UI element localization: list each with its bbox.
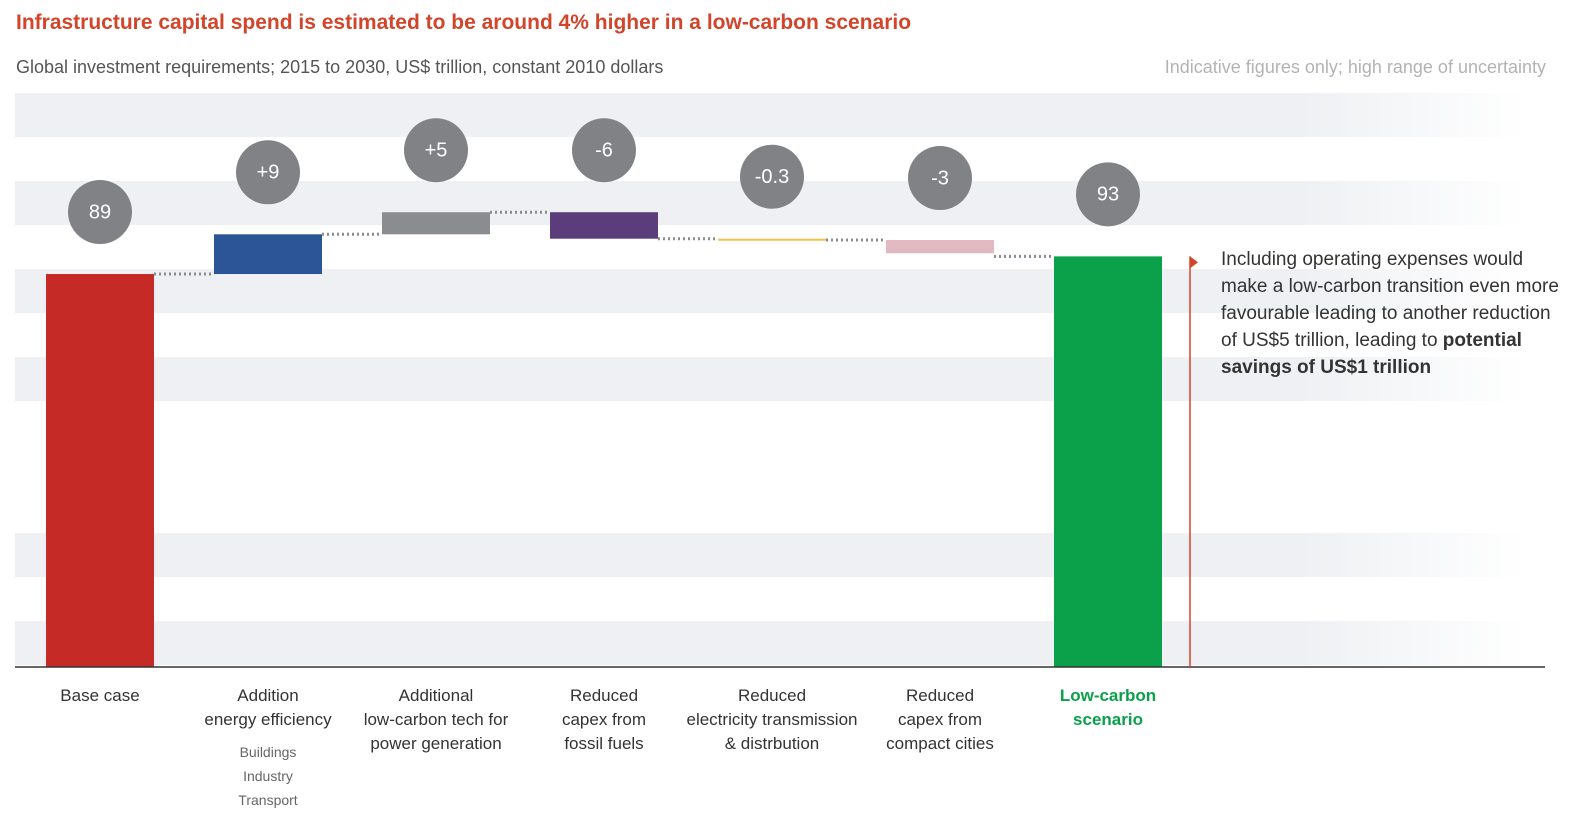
value-label: -0.3 bbox=[755, 166, 789, 188]
x-tick-label: Reduced capex from compact cities bbox=[886, 686, 994, 753]
bar bbox=[886, 240, 994, 254]
annotation-bold: potential savings of US$1 trillion bbox=[1221, 330, 1522, 378]
annotation: Including operating expenses would make … bbox=[1221, 246, 1561, 381]
x-tick-label: Reduced capex from fossil fuels bbox=[561, 686, 647, 753]
value-bubble bbox=[572, 118, 636, 183]
bar bbox=[1054, 256, 1162, 667]
band bbox=[15, 621, 1525, 665]
annotation-arrow bbox=[1190, 256, 1198, 269]
x-tick-label: Addition energy efficiency bbox=[204, 686, 332, 729]
band bbox=[15, 269, 1525, 313]
value-bubble bbox=[740, 144, 804, 209]
bar bbox=[718, 238, 826, 241]
x-tick-label: Additional low-carbon tech for power gen… bbox=[363, 686, 509, 753]
value-bubble bbox=[236, 140, 300, 205]
chart-subtitle: Global investment requirements; 2015 to … bbox=[16, 57, 664, 77]
value-label: +5 bbox=[425, 139, 448, 161]
x-tick-sublabel: Buildings Industry Transport bbox=[238, 744, 298, 808]
value-label: -3 bbox=[931, 167, 949, 189]
band bbox=[15, 533, 1525, 577]
bar bbox=[382, 212, 490, 235]
value-label: 89 bbox=[89, 201, 111, 223]
value-bubble bbox=[404, 118, 468, 183]
value-label: 93 bbox=[1097, 184, 1119, 206]
bar bbox=[214, 234, 322, 275]
value-label: +9 bbox=[257, 162, 280, 184]
value-bubble bbox=[1076, 162, 1140, 227]
value-label: -6 bbox=[595, 139, 613, 161]
chart-title: Infrastructure capital spend is estimate… bbox=[16, 11, 912, 34]
x-tick-label: Reduced electricity transmission & distr… bbox=[686, 686, 858, 753]
value-bubble bbox=[908, 146, 972, 211]
bar bbox=[46, 274, 154, 667]
band bbox=[15, 357, 1525, 401]
annotation-text: Including operating expenses would make … bbox=[1221, 249, 1559, 351]
bands bbox=[15, 93, 1525, 665]
x-tick-label: Base case bbox=[60, 686, 140, 705]
note: Indicative figures only; high range of u… bbox=[1164, 57, 1546, 77]
bar bbox=[550, 212, 658, 239]
value-bubble bbox=[68, 180, 132, 245]
band bbox=[15, 93, 1525, 137]
x-tick-label: Low-carbon scenario bbox=[1059, 686, 1157, 729]
